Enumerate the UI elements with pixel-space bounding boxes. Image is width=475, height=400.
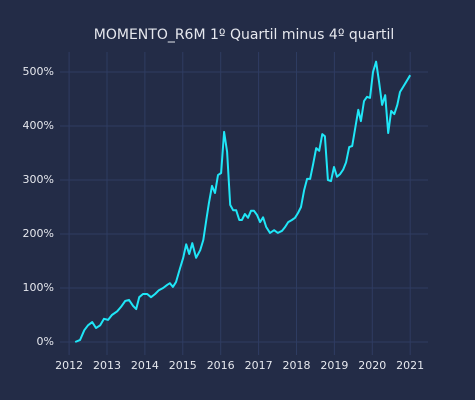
x-tick-label: 2020: [358, 359, 386, 372]
y-tick-label: 400%: [23, 119, 54, 132]
x-tick-label: 2013: [93, 359, 121, 372]
x-tick-label: 2019: [320, 359, 348, 372]
x-tick-label: 2017: [245, 359, 273, 372]
x-tick-label: 2018: [282, 359, 310, 372]
y-tick-label: 300%: [23, 173, 54, 186]
x-tick-label: 2021: [396, 359, 424, 372]
x-tick-label: 2014: [131, 359, 159, 372]
x-tick-label: 2012: [55, 359, 83, 372]
y-tick-label: 100%: [23, 281, 54, 294]
x-tick-label: 2016: [207, 359, 235, 372]
y-tick-label: 0%: [37, 335, 54, 348]
line: [74, 60, 412, 343]
chart-title: MOMENTO_R6M 1º Quartil minus 4º quartil: [94, 27, 394, 43]
y-tick-label: 500%: [23, 65, 54, 78]
x-tick-label: 2015: [169, 359, 197, 372]
y-tick-label: 200%: [23, 227, 54, 240]
